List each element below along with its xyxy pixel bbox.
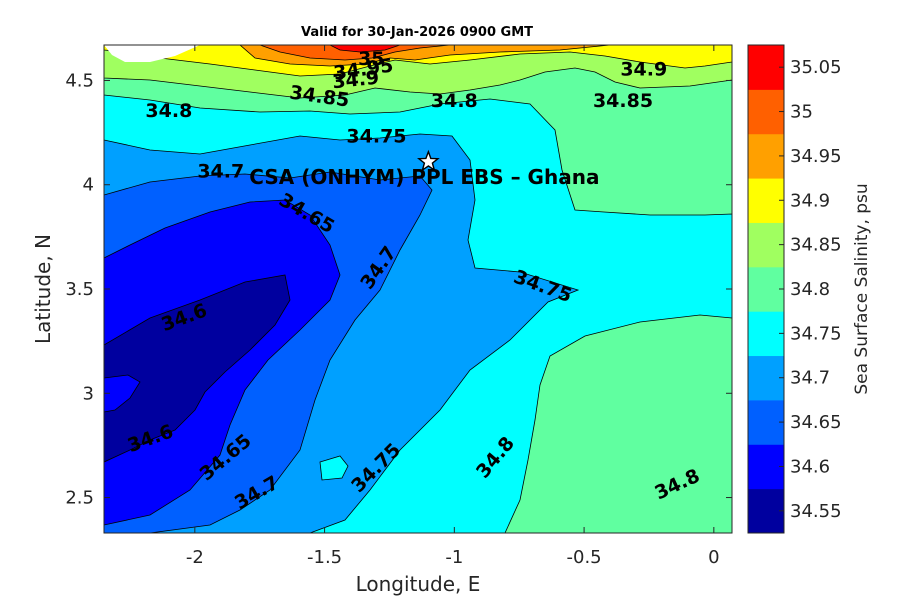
colorbar-segment — [748, 222, 784, 268]
colorbar-segment — [748, 399, 784, 445]
region-35.05 — [329, 45, 401, 53]
contour-label: 35 — [358, 48, 384, 70]
colorbar-tick-label: 34.95 — [790, 146, 842, 167]
x-tick-label: -0.5 — [567, 547, 602, 568]
colorbar-segment — [748, 266, 784, 312]
colorbar-segment — [748, 178, 784, 223]
star-icon — [417, 149, 440, 172]
colorbar-label: Sea Surface Salinity, psu — [852, 183, 872, 394]
y-tick-label: 4.5 — [65, 70, 94, 91]
colorbar-tick-label: 34.9 — [790, 190, 830, 211]
contour-label: 34.85 — [593, 90, 653, 112]
contour-label: 34.9 — [331, 67, 380, 94]
region-34.55 — [104, 274, 291, 463]
site-marker: CSA (ONHYM) PPL EBS – Ghana — [249, 149, 599, 189]
contour-label: 34.8 — [431, 90, 478, 112]
colorbar-segment — [748, 444, 784, 490]
x-tick-label: -1.5 — [307, 547, 342, 568]
y-tick-label: 2.5 — [65, 488, 94, 509]
colorbar-tick-label: 35 — [790, 102, 813, 123]
region-35 — [259, 45, 451, 61]
y-tick-label: 4 — [83, 175, 94, 196]
site-label: CSA (ONHYM) PPL EBS – Ghana — [249, 165, 599, 189]
x-axis-label: Longitude, E — [356, 572, 481, 596]
colorbar-tick-label: 34.6 — [790, 456, 830, 477]
y-axis-ticks: 2.5 3 3.5 4 4.5 — [65, 70, 732, 509]
colorbar-tick-label: 34.8 — [790, 279, 830, 300]
y-axis-label: Latitude, N — [31, 234, 55, 344]
contour-label: 34.8 — [145, 100, 192, 122]
colorbar-segment — [748, 89, 784, 135]
colorbar-segment — [748, 355, 784, 401]
colorbar-tick-label: 34.55 — [790, 501, 842, 522]
x-tick-label: -1 — [445, 547, 463, 568]
y-tick-label: 3 — [83, 383, 94, 404]
contour-fill-regions — [104, 45, 732, 533]
contour-label: 34.7 — [197, 161, 244, 183]
region-34.75-pocket — [319, 455, 349, 481]
x-axis-ticks: -2 -1.5 -1 -0.5 0 — [186, 45, 720, 568]
colorbar-segment — [748, 488, 784, 534]
colorbar-tick-label: 34.85 — [790, 235, 842, 256]
x-tick-label: 0 — [708, 547, 719, 568]
colorbar-tick-label: 34.75 — [790, 323, 842, 344]
contour-label: 34.75 — [346, 125, 406, 147]
x-tick-label: -2 — [186, 547, 204, 568]
contour-label: 34.9 — [620, 59, 667, 81]
colorbar-tick-label: 34.7 — [790, 368, 830, 389]
chart-title: Valid for 30-Jan-2026 0900 GMT — [301, 25, 533, 40]
y-tick-label: 3.5 — [65, 279, 94, 300]
region-34.6-pocket — [104, 374, 141, 413]
colorbar-segment — [748, 311, 784, 357]
colorbar-segment — [748, 45, 784, 90]
colorbar-tick-label: 34.65 — [790, 412, 842, 433]
colorbar-tick-label: 35.05 — [790, 57, 842, 78]
colorbar — [747, 44, 785, 534]
colorbar-ticks: 34.55 34.6 34.65 34.7 34.75 34.8 34.85 34.9 34.9… — [779, 57, 842, 522]
region-nodata — [104, 45, 200, 62]
colorbar-segment — [748, 133, 784, 179]
